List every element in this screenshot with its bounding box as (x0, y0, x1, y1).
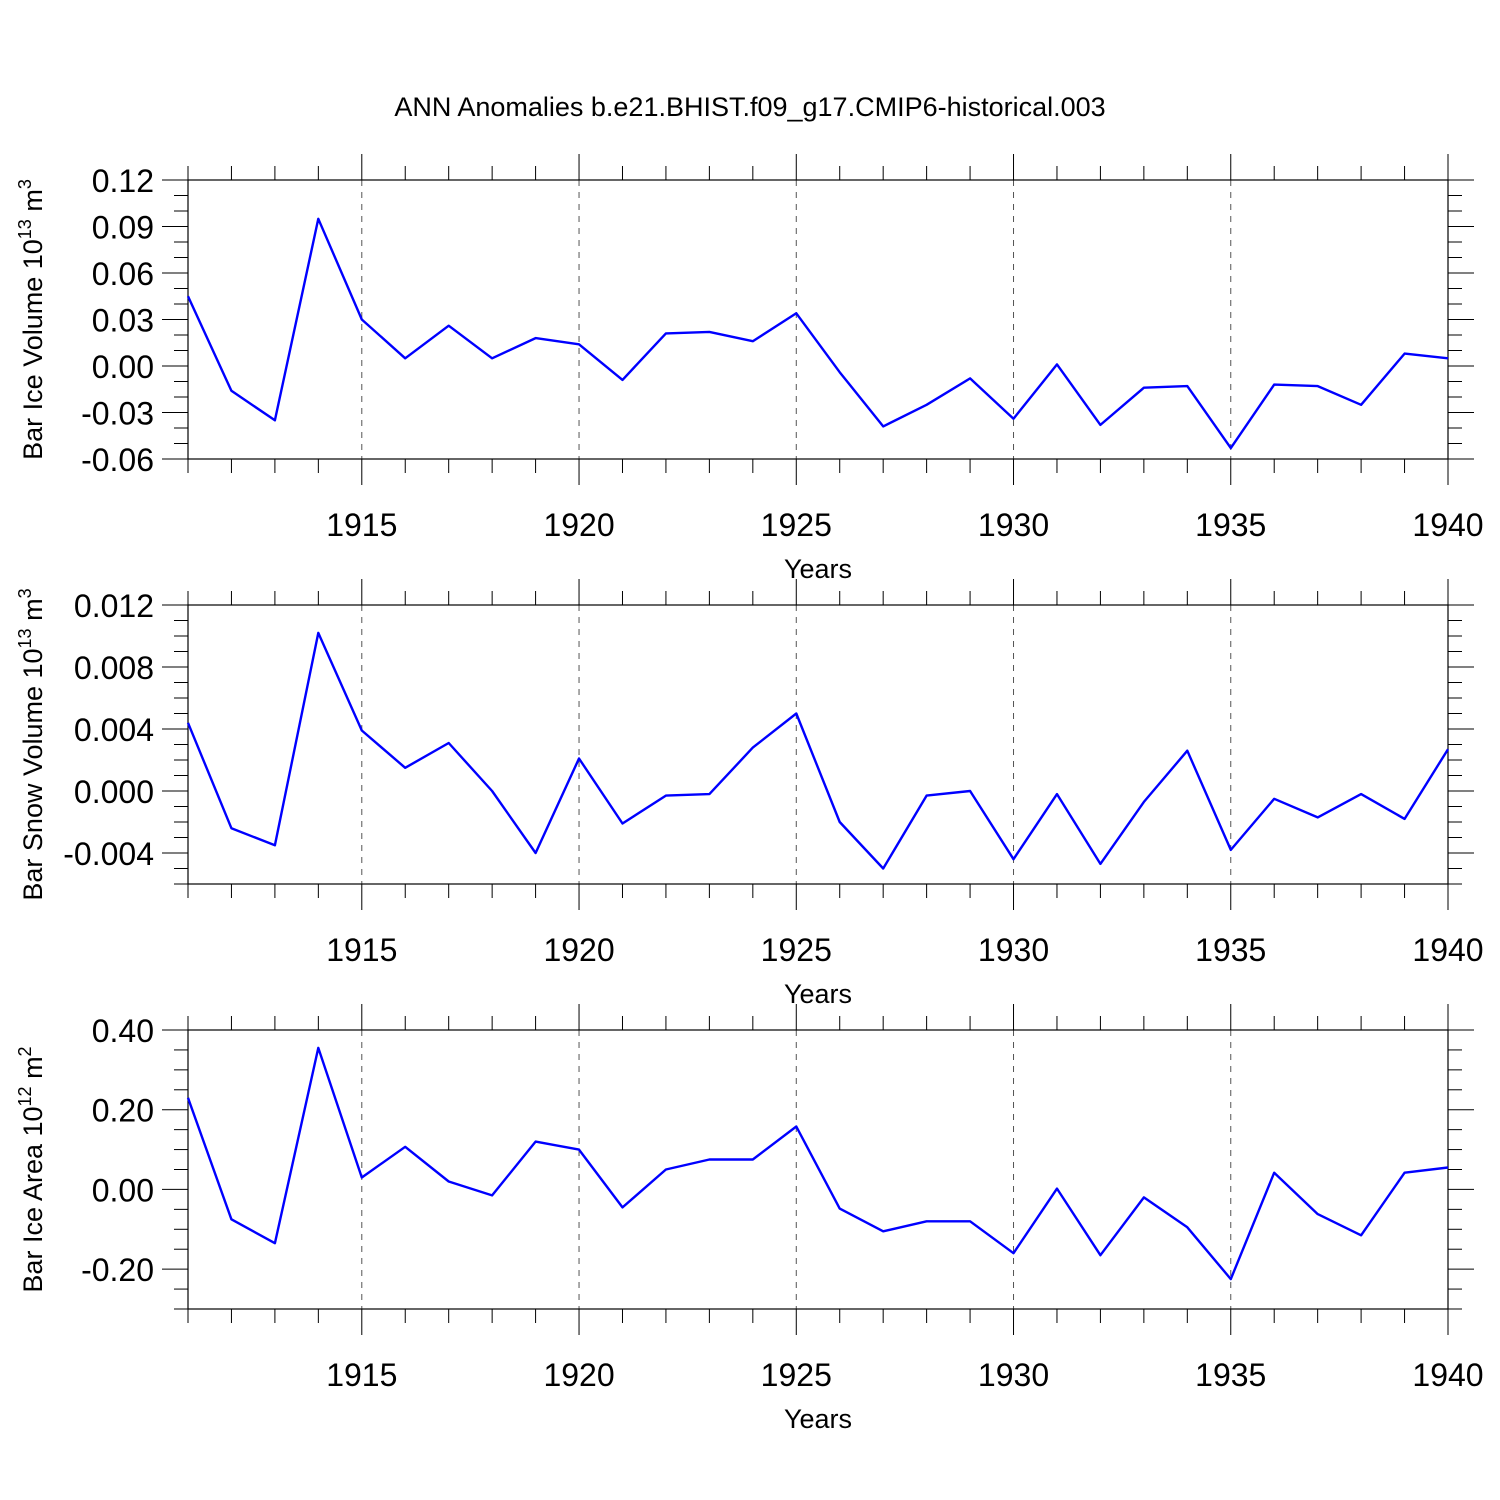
figure-title: ANN Anomalies b.e21.BHIST.f09_g17.CMIP6-… (394, 92, 1105, 122)
y-axis-label-superscript: 3 (15, 179, 35, 189)
x-tick-label: 1935 (1195, 932, 1266, 968)
y-axis-label-text: Bar Ice Volume 10 (18, 239, 48, 460)
y-tick-label: 0.20 (92, 1093, 154, 1129)
x-tick-label: 1930 (978, 1357, 1049, 1393)
x-tick-label: 1935 (1195, 507, 1266, 543)
y-axis-label-text: Bar Snow Volume 10 (18, 648, 48, 900)
x-tick-label: 1925 (761, 507, 832, 543)
y-tick-label: 0.06 (92, 256, 154, 292)
y-tick-label: 0.12 (92, 163, 154, 199)
x-tick-label: 1925 (761, 932, 832, 968)
y-axis-label-superscript: 2 (15, 1046, 35, 1056)
y-tick-label: 0.00 (92, 349, 154, 385)
series-line (186, 1046, 1449, 1281)
x-tick-label: 1940 (1412, 507, 1483, 543)
plot-frame (187, 179, 1449, 460)
x-tick-label: 1920 (543, 1357, 614, 1393)
y-axis-label-superscript: 13 (15, 628, 35, 648)
y-tick-label: 0.00 (92, 1172, 154, 1208)
x-axis-label: Years (784, 1404, 852, 1434)
y-axis-label-text: Bar Ice Area 10 (18, 1106, 48, 1292)
x-axis-label: Years (784, 979, 852, 1009)
y-axis-label-superscript: 12 (15, 1086, 35, 1106)
y-tick-label: 0.000 (74, 774, 154, 810)
x-tick-label: 1915 (326, 932, 397, 968)
x-tick-label: 1930 (978, 932, 1049, 968)
y-axis-label-text: m (18, 598, 48, 628)
y-tick-label: 0.40 (92, 1013, 154, 1049)
y-axis-label-superscript: 13 (15, 219, 35, 239)
y-tick-label: -0.004 (63, 836, 154, 872)
y-tick-label: 0.09 (92, 210, 154, 246)
x-tick-label: 1935 (1195, 1357, 1266, 1393)
series-line (186, 631, 1450, 870)
x-tick-label: 1920 (543, 507, 614, 543)
y-axis-label: Bar Ice Area 1012 m2 (15, 1046, 48, 1292)
y-tick-label: 0.03 (92, 303, 154, 339)
y-axis-label: Bar Snow Volume 1013 m3 (15, 588, 48, 900)
y-tick-label: -0.03 (81, 396, 154, 432)
x-tick-label: 1915 (326, 1357, 397, 1393)
panel-3: 0.40 0.20 0.00 -0.20 1915 1920 1925 1930 1935 194… (15, 1004, 1484, 1434)
y-axis-label-superscript: 3 (15, 588, 35, 598)
series-line (186, 217, 1449, 450)
y-axis-label-text: m (18, 1056, 48, 1086)
x-tick-label: 1925 (761, 1357, 832, 1393)
x-tick-label: 1920 (543, 932, 614, 968)
y-tick-label: 0.008 (74, 650, 154, 686)
y-tick-label: 0.004 (74, 712, 154, 748)
x-axis-label: Years (784, 554, 852, 584)
y-axis-label: Bar Ice Volume 1013 m3 (15, 179, 48, 460)
x-tick-label: 1915 (326, 507, 397, 543)
x-tick-label: 1940 (1412, 932, 1483, 968)
y-tick-label: 0.012 (74, 588, 154, 624)
y-tick-label: -0.06 (81, 442, 154, 478)
x-tick-label: 1930 (978, 507, 1049, 543)
panel-2: 0.012 0.008 0.004 0.000 -0.004 1915 1920 1925 19… (15, 579, 1484, 1009)
y-axis-label-text: m (18, 189, 48, 219)
x-tick-label: 1940 (1412, 1357, 1483, 1393)
panel-1: 0.12 0.09 0.06 0.03 0.00 -0.03 -0.06 1915 1920 19… (15, 154, 1484, 584)
y-tick-label: -0.20 (81, 1252, 154, 1288)
